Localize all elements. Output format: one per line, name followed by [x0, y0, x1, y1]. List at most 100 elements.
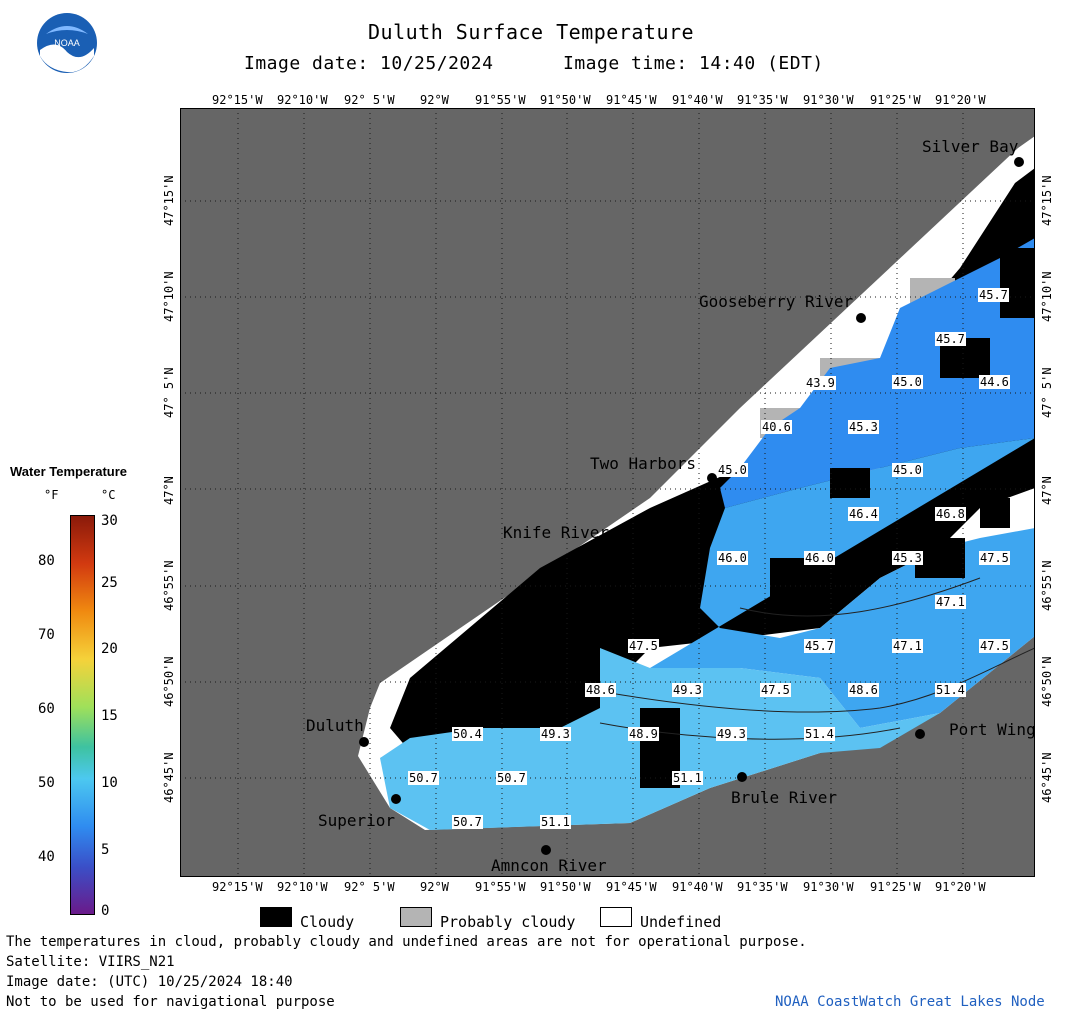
temp-label: 49.3 — [672, 683, 703, 697]
temp-label: 49.3 — [716, 727, 747, 741]
lon-tick: 92°10'W — [277, 93, 328, 107]
place-marker — [737, 772, 747, 782]
temp-label: 50.7 — [408, 771, 439, 785]
f-tick: 80 — [38, 553, 55, 569]
place-marker — [915, 729, 925, 739]
f-tick: 40 — [38, 849, 55, 865]
place-marker — [1014, 157, 1024, 167]
c-tick: 20 — [101, 641, 118, 657]
place-marker — [391, 794, 401, 804]
c-tick: 30 — [101, 513, 118, 529]
temp-label: 47.5 — [979, 551, 1010, 565]
place-label: Brule River — [731, 788, 837, 807]
temp-label: 46.8 — [935, 507, 966, 521]
lon-tick: 92° 5'W — [344, 880, 395, 894]
f-tick: 60 — [38, 701, 55, 717]
place-marker — [707, 473, 717, 483]
temp-label: 45.0 — [717, 463, 748, 477]
temp-label: 48.6 — [585, 683, 616, 697]
temp-label: 43.9 — [805, 376, 836, 390]
place-label: Two Harbors — [590, 454, 696, 473]
footer-credit: NOAA CoastWatch Great Lakes Node — [775, 994, 1045, 1010]
colorbar-title: Water Temperature — [10, 464, 128, 479]
lon-tick: 91°40'W — [672, 880, 723, 894]
place-marker — [856, 313, 866, 323]
lon-tick: 91°20'W — [935, 880, 986, 894]
temp-label: 40.6 — [761, 420, 792, 434]
temp-label: 51.1 — [540, 815, 571, 829]
lon-tick: 92°W — [420, 880, 449, 894]
temp-label: 51.1 — [672, 771, 703, 785]
temp-label: 51.4 — [935, 683, 966, 697]
probably-cloudy-label: Probably cloudy — [440, 913, 576, 931]
lon-tick: 92°W — [420, 93, 449, 107]
temp-label: 47.5 — [760, 683, 791, 697]
temp-label: 49.3 — [540, 727, 571, 741]
temp-label: 50.4 — [452, 727, 483, 741]
lon-tick: 91°55'W — [475, 880, 526, 894]
graticule — [180, 108, 1035, 877]
temp-label: 46.4 — [848, 507, 879, 521]
temp-label: 48.6 — [848, 683, 879, 697]
footer-utc-date: Image date: (UTC) 10/25/2024 18:40 — [6, 974, 293, 990]
temp-label: 50.7 — [452, 815, 483, 829]
c-tick: 10 — [101, 775, 118, 791]
lon-tick: 91°35'W — [737, 93, 788, 107]
sst-map — [180, 108, 1035, 877]
footer-disclaimer: The temperatures in cloud, probably clou… — [6, 934, 807, 950]
lon-tick: 92°15'W — [212, 93, 263, 107]
lon-tick: 91°35'W — [737, 880, 788, 894]
lon-tick: 92°15'W — [212, 880, 263, 894]
c-tick: 5 — [101, 842, 110, 858]
temp-label: 48.9 — [628, 727, 659, 741]
lon-tick: 91°50'W — [540, 93, 591, 107]
temp-label: 46.0 — [717, 551, 748, 565]
place-marker — [541, 845, 551, 855]
temp-label: 45.7 — [978, 288, 1009, 302]
map-frame — [180, 108, 1035, 877]
lon-tick: 91°30'W — [803, 93, 854, 107]
lon-tick: 91°40'W — [672, 93, 723, 107]
place-label: Gooseberry River — [699, 292, 854, 311]
place-label: Amncon River — [491, 856, 607, 875]
lon-tick: 91°20'W — [935, 93, 986, 107]
cloudy-label: Cloudy — [300, 913, 355, 931]
temp-label: 45.0 — [892, 375, 923, 389]
lon-tick: 92° 5'W — [344, 93, 395, 107]
place-marker — [359, 737, 369, 747]
temp-label: 51.4 — [804, 727, 835, 741]
lon-tick: 91°50'W — [540, 880, 591, 894]
lon-tick: 91°25'W — [870, 880, 921, 894]
temp-label: 47.5 — [979, 639, 1010, 653]
temp-label: 50.7 — [496, 771, 527, 785]
f-tick: 70 — [38, 627, 55, 643]
f-tick: 50 — [38, 775, 55, 791]
c-tick: 25 — [101, 575, 118, 591]
cloudy-swatch — [260, 907, 292, 927]
page-title: Duluth Surface Temperature — [368, 20, 695, 44]
temp-label: 45.3 — [848, 420, 879, 434]
place-label: Port Wing — [949, 720, 1036, 739]
cloudy-area — [390, 168, 1035, 763]
temp-label: 45.3 — [892, 551, 923, 565]
place-label: Knife River — [503, 523, 609, 542]
temp-label: 47.1 — [892, 639, 923, 653]
colorbar-unit-c: °C — [101, 488, 116, 502]
footer-navigation-note: Not to be used for navigational purpose — [6, 994, 335, 1010]
place-label: Silver Bay — [922, 137, 1019, 156]
footer-satellite: Satellite: VIIRS_N21 — [6, 954, 175, 970]
temp-label: 47.5 — [628, 639, 659, 653]
temp-label: 44.6 — [979, 375, 1010, 389]
undefined-swatch — [600, 907, 632, 927]
temp-label: 45.7 — [935, 332, 966, 346]
lon-tick: 91°25'W — [870, 93, 921, 107]
temp-label: 45.7 — [804, 639, 835, 653]
c-tick: 15 — [101, 708, 118, 724]
water-45f — [720, 168, 1035, 508]
lon-tick: 92°10'W — [277, 880, 328, 894]
temp-label: 47.1 — [935, 595, 966, 609]
cloud-patches — [640, 248, 1035, 788]
colorbar — [70, 515, 95, 915]
temp-label: 45.0 — [892, 463, 923, 477]
